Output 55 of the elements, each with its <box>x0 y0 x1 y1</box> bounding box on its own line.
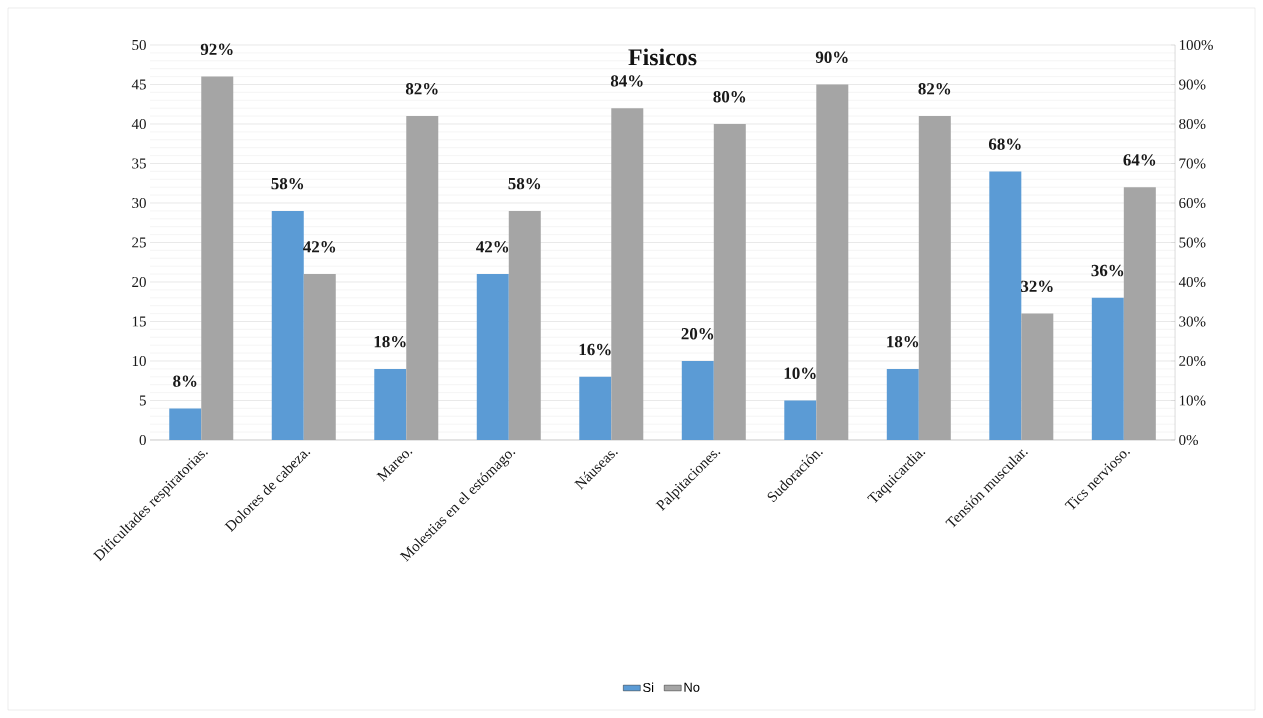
data-label: 68% <box>988 138 1021 150</box>
data-label: 58% <box>508 177 541 190</box>
data-label: 18% <box>887 335 919 348</box>
y2-tick-label: 30% <box>1179 316 1206 327</box>
y2-tick-label: 80% <box>1179 118 1206 130</box>
bar <box>579 376 612 440</box>
data-label: 42% <box>303 241 336 253</box>
y2-tick-label: 100% <box>1179 39 1213 51</box>
legend-label: No <box>684 682 700 692</box>
y2-tick-label: 40% <box>1178 276 1206 288</box>
y2-tick-label: 70% <box>1179 158 1206 169</box>
legend-label: Si <box>643 682 654 693</box>
y-tick-label: 50 <box>132 39 146 51</box>
data-label: 16% <box>579 343 611 356</box>
bar <box>169 408 202 440</box>
y-tick-label: 40 <box>131 118 146 130</box>
data-label: 82% <box>918 83 951 95</box>
y-tick-label: 15 <box>132 316 146 327</box>
data-label: 64% <box>1123 154 1156 166</box>
data-label: 36% <box>1091 264 1124 277</box>
data-label: 42% <box>476 241 509 253</box>
bar <box>271 210 304 440</box>
data-label: 58% <box>271 177 304 190</box>
y2-tick-label: 90% <box>1179 79 1206 90</box>
y2-tick-label: 20% <box>1179 355 1206 367</box>
y-tick-label: 5 <box>139 395 146 406</box>
data-label: 32% <box>1021 280 1053 293</box>
bar <box>374 368 407 440</box>
bar <box>1091 297 1124 440</box>
y-tick-label: 45 <box>131 79 146 90</box>
data-label: 92% <box>200 43 233 56</box>
y-tick-label: 0 <box>139 434 146 446</box>
bar <box>886 368 919 440</box>
data-label: 82% <box>405 83 438 95</box>
y-tick-label: 30 <box>132 197 146 209</box>
chart-title: Fisicos <box>628 48 697 66</box>
y-tick-label: 25 <box>132 237 146 248</box>
data-label: 80% <box>713 90 746 103</box>
data-label: 90% <box>815 51 848 63</box>
y2-tick-label: 10% <box>1179 395 1206 406</box>
y-tick-label: 10 <box>132 355 146 367</box>
data-label: 18% <box>374 335 406 348</box>
data-label: 84% <box>610 75 643 87</box>
y2-tick-label: 60% <box>1179 197 1206 209</box>
y-tick-label: 20 <box>132 276 146 288</box>
y2-tick-label: 50% <box>1179 237 1206 248</box>
y2-tick-label: 0% <box>1179 434 1198 446</box>
data-label: 10% <box>784 367 816 379</box>
data-label: 20% <box>681 327 714 340</box>
bar <box>681 361 714 440</box>
bar <box>989 171 1022 440</box>
y-tick-label: 35 <box>132 158 146 169</box>
bar <box>784 400 817 440</box>
data-label: 8% <box>173 375 197 387</box>
bar <box>476 274 509 440</box>
